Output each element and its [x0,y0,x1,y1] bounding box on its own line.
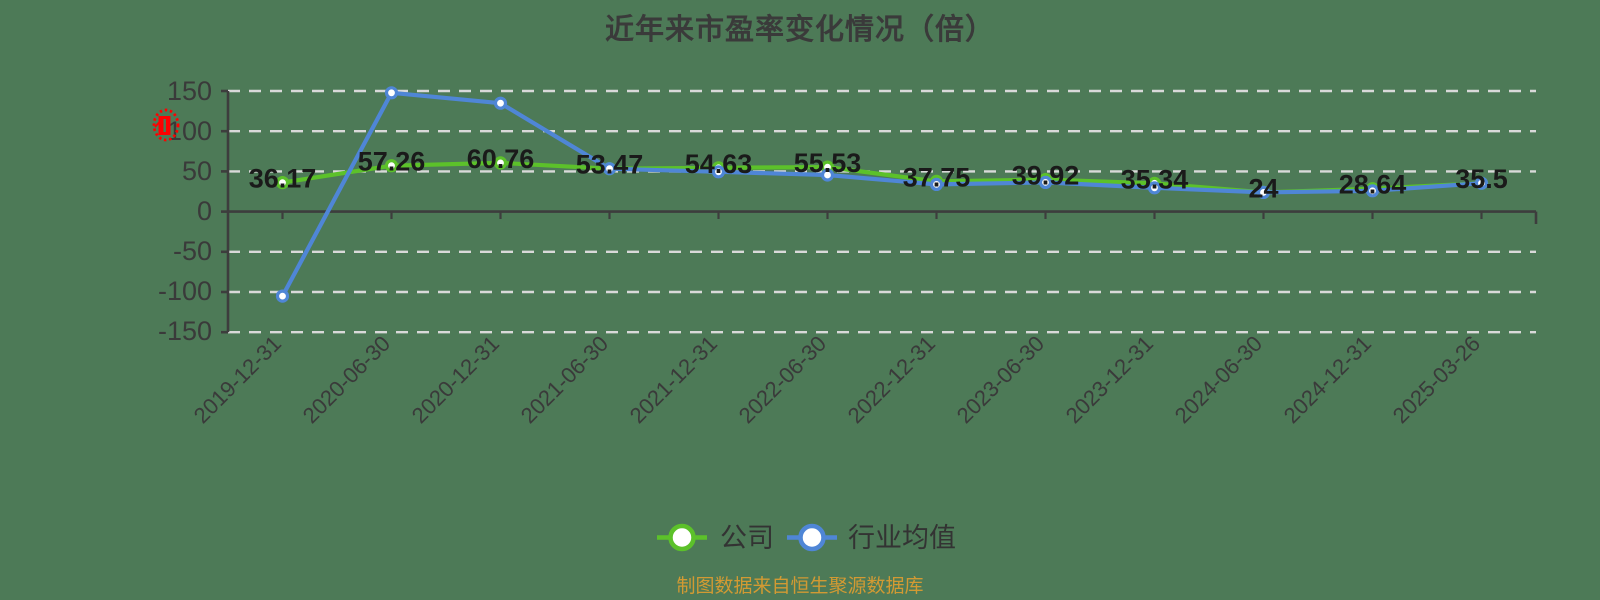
svg-text:50: 50 [182,156,212,186]
svg-text:150: 150 [167,76,212,106]
svg-text:37.75: 37.75 [903,162,971,192]
svg-text:60.76: 60.76 [467,144,535,174]
svg-text:24: 24 [1248,173,1278,203]
svg-text:公司: 公司 [720,523,774,553]
svg-text:-50: -50 [173,236,212,266]
svg-text:制图数据来自恒生聚源数据库: 制图数据来自恒生聚源数据库 [676,575,923,597]
svg-text:54.63: 54.63 [685,149,753,179]
svg-text:39.92: 39.92 [1012,161,1080,191]
svg-text:-150: -150 [158,316,212,346]
svg-text:55.53: 55.53 [794,148,862,178]
svg-text:57.26: 57.26 [358,147,426,177]
svg-text:100: 100 [167,116,212,146]
svg-text:36.17: 36.17 [249,164,317,194]
svg-text:0: 0 [197,196,212,226]
svg-text:-100: -100 [158,276,212,306]
svg-text:35.34: 35.34 [1121,164,1189,194]
svg-text:35.5: 35.5 [1455,164,1508,194]
svg-text:53.47: 53.47 [576,150,644,180]
svg-text:28.64: 28.64 [1339,170,1407,200]
svg-text:行业均值: 行业均值 [848,523,956,553]
